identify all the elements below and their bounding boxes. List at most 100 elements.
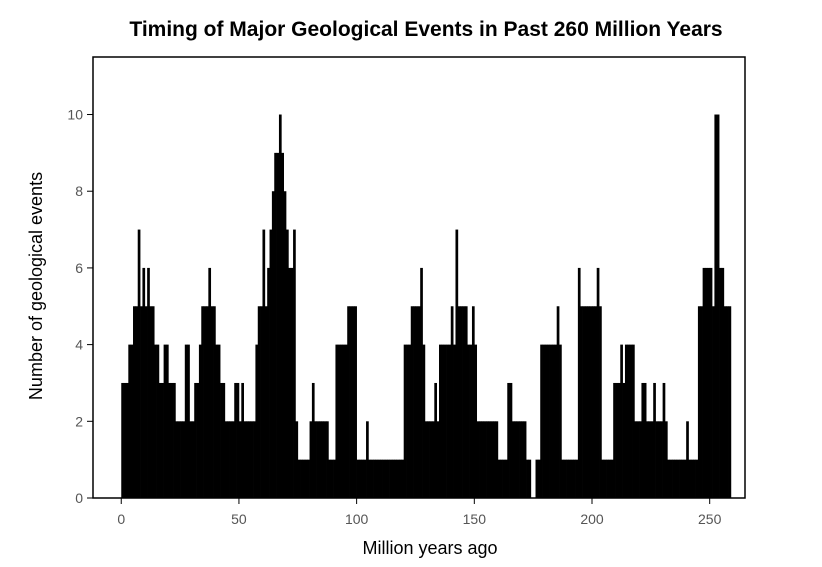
y-tick-label: 8 [75, 183, 83, 199]
histogram-bar [274, 152, 277, 498]
histogram-bar [323, 421, 327, 498]
histogram-bar [483, 421, 487, 498]
histogram-bar [130, 344, 134, 498]
histogram-bar [453, 344, 456, 498]
histogram-bar [222, 382, 226, 498]
histogram-bar [375, 459, 379, 498]
histogram-bar [728, 306, 732, 498]
histogram-bar [151, 306, 155, 498]
histogram-bar [290, 267, 294, 498]
histogram-bar [688, 459, 692, 498]
histogram-bar [413, 306, 416, 498]
histogram-bar [135, 306, 139, 498]
histogram-bar [528, 459, 532, 498]
histogram-bar [648, 421, 652, 498]
histogram-bar [283, 191, 287, 498]
histogram-bar [509, 382, 513, 498]
histogram-bar [140, 306, 143, 498]
histogram-bar [133, 306, 136, 498]
histogram-bar [544, 344, 548, 498]
histogram-bar [401, 459, 405, 498]
histogram-bar [243, 421, 247, 498]
histogram-bar [286, 229, 289, 498]
histogram-bar [448, 344, 452, 498]
histogram-bar [474, 344, 478, 498]
histogram-bar [493, 421, 496, 498]
histogram-bar [356, 459, 360, 498]
histogram-bar [636, 421, 640, 498]
x-tick-label: 50 [231, 511, 247, 527]
histogram-bar [165, 344, 169, 498]
histogram-bar [570, 459, 574, 498]
histogram-bar [335, 344, 339, 498]
histogram-bar [137, 229, 141, 498]
histogram-bar [194, 382, 197, 498]
histogram-bar [434, 382, 437, 498]
histogram-bar [173, 382, 176, 498]
histogram-bar [526, 459, 529, 498]
histogram-bar [333, 459, 336, 498]
bars-group [121, 114, 732, 499]
histogram-bar [511, 421, 515, 498]
histogram-bar [514, 421, 518, 498]
histogram-bar [606, 459, 609, 498]
histogram-bar [203, 306, 207, 498]
histogram-bar [721, 267, 725, 498]
histogram-bar [439, 344, 442, 498]
x-tick-label: 250 [698, 511, 722, 527]
histogram-bar [342, 344, 346, 498]
histogram-bar [446, 344, 449, 498]
histogram-bar [429, 421, 433, 498]
histogram-bar [660, 421, 663, 498]
histogram-bar [540, 344, 543, 498]
histogram-bar [373, 459, 376, 498]
histogram-bar [714, 114, 718, 499]
histogram-bar [460, 306, 463, 498]
histogram-bar [182, 421, 186, 498]
histogram-bar [354, 306, 357, 498]
histogram-bar [486, 421, 489, 498]
histogram-bar [300, 459, 303, 498]
histogram-bar [719, 267, 722, 498]
histogram-bar [712, 306, 715, 498]
histogram-bar [123, 382, 127, 498]
histogram-bar [563, 459, 567, 498]
histogram-bar [707, 267, 711, 498]
histogram-bar [121, 382, 124, 498]
chart-title: Timing of Major Geological Events in Pas… [129, 18, 723, 41]
histogram-bar [161, 382, 164, 498]
histogram-bar [599, 306, 602, 498]
histogram-bar [253, 421, 256, 498]
histogram-bar [163, 344, 167, 498]
histogram-bar [377, 459, 381, 498]
histogram-bar [577, 267, 581, 498]
histogram-bar [236, 382, 240, 498]
histogram-bar [594, 306, 598, 498]
histogram-bar [596, 267, 600, 498]
histogram-bar [521, 421, 525, 498]
histogram-bar [653, 382, 656, 498]
histogram-bar [582, 306, 586, 498]
histogram-bar [516, 421, 520, 498]
histogram-bar [215, 344, 219, 498]
histogram-bar [384, 459, 388, 498]
histogram-bar [436, 421, 440, 498]
histogram-bar [679, 459, 682, 498]
histogram-bar [347, 306, 350, 498]
y-axis: 0 2 4 6 8 10 [67, 107, 93, 506]
histogram-bar [547, 344, 550, 498]
histogram-bar [175, 421, 179, 498]
histogram-bar [269, 229, 273, 498]
histogram-bar [387, 459, 390, 498]
histogram-bar [328, 459, 332, 498]
histogram-bar [349, 306, 353, 498]
histogram-bar [620, 344, 623, 498]
histogram-bar [368, 459, 372, 498]
histogram-bar [495, 421, 499, 498]
histogram-bar [396, 459, 400, 498]
histogram-bar [613, 382, 616, 498]
histogram-bar [601, 459, 605, 498]
histogram-bar [220, 382, 223, 498]
histogram-bar [592, 306, 595, 498]
histogram-bar [575, 459, 579, 498]
